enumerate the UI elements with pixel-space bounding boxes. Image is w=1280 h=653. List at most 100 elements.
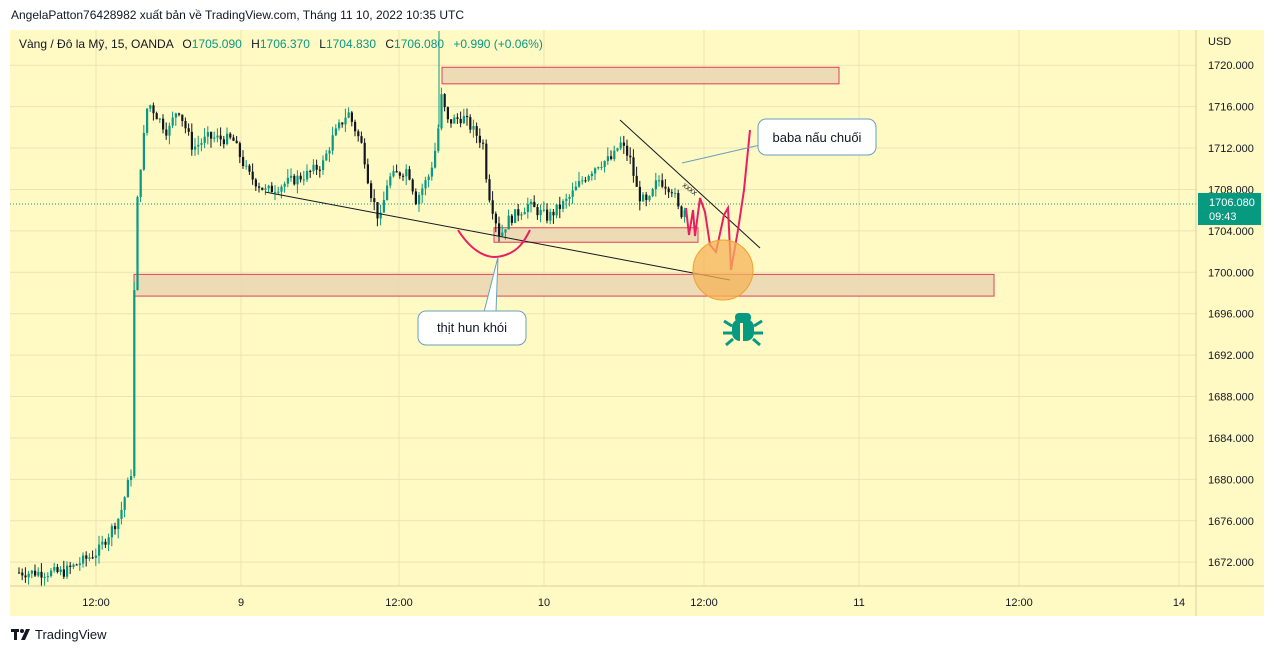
candle-body [616, 148, 619, 151]
candle-body [264, 188, 267, 190]
candle-body [222, 139, 225, 145]
candle-body [475, 126, 478, 136]
candle-body [203, 136, 206, 144]
candle-body [139, 169, 142, 198]
y-tick-label: 1684.000 [1208, 433, 1254, 445]
candle-body [37, 571, 40, 576]
candle-body [318, 169, 321, 171]
y-tick-label: 1688.000 [1208, 392, 1254, 404]
callout-bottom[interactable]: thịt hun khói [417, 310, 527, 346]
x-tick-label: 12:00 [82, 597, 110, 609]
candle-body [126, 480, 129, 498]
candle-body [366, 164, 369, 184]
candle-body [370, 183, 373, 199]
candle-body [178, 113, 181, 115]
upper-trend-line [619, 119, 761, 249]
candle-body [66, 565, 69, 577]
candle-body [43, 576, 46, 578]
price-badge-countdown: 09:43 [1209, 211, 1237, 223]
x-tick-label: 9 [238, 597, 244, 609]
candle-body [286, 177, 289, 184]
candle-body [514, 209, 517, 223]
candles [18, 31, 686, 587]
candle-body [357, 131, 360, 137]
candle-body [82, 555, 85, 564]
candle-body [382, 200, 385, 213]
callout-top[interactable]: baba nấu chuối [757, 118, 877, 156]
candle-body [411, 179, 414, 192]
candle-body [389, 176, 392, 186]
x-tick-label: 12:00 [1005, 597, 1033, 609]
candle-body [392, 171, 395, 177]
candle-body [213, 137, 216, 139]
candle-body [296, 175, 299, 185]
legend-change: +0.990 (+0.06%) [453, 37, 542, 51]
candle-body [338, 122, 341, 129]
candle-body [603, 161, 606, 167]
y-tick-label: 1700.000 [1208, 267, 1254, 279]
callout-top-pointer [681, 144, 761, 164]
legend-close-label: C [385, 37, 394, 51]
candle-body [120, 509, 123, 519]
price-axis[interactable]: 1672.000 1676.000 1680.000 1684.000 1688.000… [1208, 60, 1254, 569]
candle-body [190, 131, 193, 150]
callout-bottom-pointer [483, 256, 499, 313]
candle-body [600, 166, 603, 168]
tradingview-branding[interactable]: TradingView [11, 627, 107, 642]
candle-body [581, 180, 584, 182]
candle-body [123, 497, 126, 510]
candle-body [571, 190, 574, 197]
candle-body [510, 215, 513, 223]
candle-body [130, 476, 133, 481]
legend-close: 1706.080 [394, 37, 444, 51]
candle-body [136, 197, 139, 291]
candle-body [654, 180, 657, 190]
candle-body [549, 211, 552, 221]
candle-body [200, 143, 203, 145]
callout-top-box [757, 118, 877, 156]
candle-body [619, 142, 622, 149]
candle-body [229, 133, 232, 138]
time-axis[interactable]: 12:00 9 12:00 10 12:00 11 12:00 14 [82, 597, 1185, 609]
candle-body [302, 179, 305, 181]
candle-body [478, 135, 481, 143]
candle-body [642, 194, 645, 202]
candle-body [434, 150, 437, 168]
svg-text:Vàng / Đô la Mỹ, 15, OANDA: Vàng / Đô la Mỹ, 15, OANDA O1705.090 H17… [19, 37, 543, 51]
candle-body [146, 108, 149, 133]
price-badge-bg [1198, 193, 1261, 225]
drawings: xxxx baba nấu chuối thịt hun khói [264, 118, 877, 347]
candle-body [59, 569, 62, 573]
candle-body [568, 196, 571, 199]
y-tick-label: 1696.000 [1208, 309, 1254, 321]
candle-body [664, 186, 667, 189]
candle-body [552, 211, 555, 216]
candle-body [197, 144, 200, 147]
callout-bottom-box [417, 310, 527, 346]
candle-body [472, 126, 475, 130]
candle-body [110, 526, 113, 538]
candle-body [638, 186, 641, 202]
candle-body [238, 143, 241, 157]
candle-body [683, 210, 686, 218]
candle-body [270, 185, 273, 193]
candle-body [334, 128, 337, 136]
candle-body [606, 156, 609, 162]
y-tick-label: 1716.000 [1208, 102, 1254, 114]
candle-body [504, 229, 507, 233]
candle-body [533, 201, 536, 208]
candle-body [427, 176, 430, 181]
chart-panel[interactable]: xxxx baba nấu chuối thịt hun khói [10, 30, 1264, 616]
candle-body [232, 137, 235, 141]
candle-body [562, 201, 565, 209]
candle-body [155, 113, 158, 120]
price-chart[interactable]: xxxx baba nấu chuối thịt hun khói [10, 30, 1264, 616]
y-tick-label: 1672.000 [1208, 557, 1254, 569]
candle-body [501, 232, 504, 236]
candle-body [210, 132, 213, 139]
candle-body [469, 117, 472, 130]
candle-body [587, 176, 590, 181]
candle-body [88, 557, 91, 559]
candle-body [408, 169, 411, 180]
tradingview-wordmark: TradingView [35, 627, 107, 642]
